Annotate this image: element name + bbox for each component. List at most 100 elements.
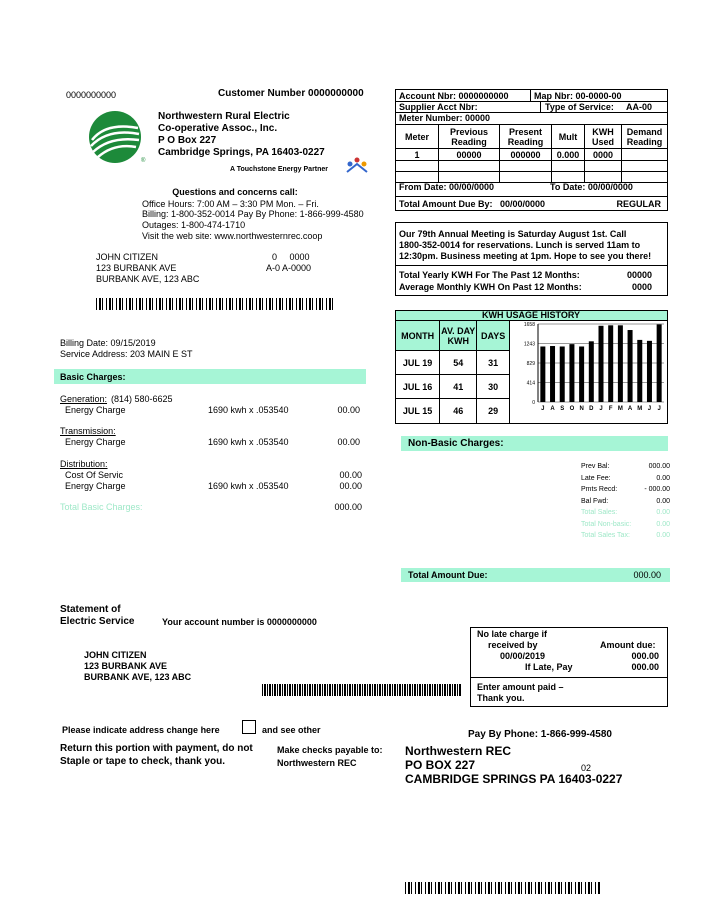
lines: 12:30pm. Business meeting at 1pm. Hope t… <box>399 251 652 261</box>
lines: Visit the web site: www.northwesternrec.… <box>142 231 323 241</box>
meter-table: Meter Previous Reading Present Reading Mult… <box>395 124 668 183</box>
phone: (814) 580-6625 <box>111 394 173 404</box>
map-nbr: Map Nbr: 00-0000-00 <box>534 91 622 101</box>
svg-text:®: ® <box>141 157 146 164</box>
th: AV. DAY KWH <box>439 320 478 351</box>
service-address: Service Address: 203 MAIN E ST <box>60 349 193 359</box>
td: 000000 <box>499 148 552 161</box>
tagline: A Touchstone Energy Partner <box>230 166 329 173</box>
address: 123 BURBANK AVE <box>96 263 177 273</box>
amount: 000.00 <box>633 570 661 580</box>
x-tick-label: M <box>637 406 642 412</box>
label: Generation: <box>60 394 108 404</box>
remit-code: 02 <box>581 763 592 773</box>
return: Return this portion with payment, do not <box>60 743 253 754</box>
return: Staple or tape to check, thank you. <box>60 756 226 767</box>
total: 000.00 <box>334 502 362 512</box>
barcode <box>405 882 601 894</box>
calc: 1690 kwh x .053540 <box>208 481 289 491</box>
label: Total Non-basic: <box>581 520 632 528</box>
meter-number: Meter Number: 00000 <box>399 113 491 123</box>
td: 31 <box>476 350 510 375</box>
x-tick-label: J <box>648 406 651 412</box>
y-tick-label: 0 <box>532 400 535 406</box>
x-tick-label: D <box>589 406 594 412</box>
address-change: Please indicate address change here <box>62 725 220 735</box>
address: 123 BURBANK AVE <box>84 661 168 671</box>
yearly-label: Total Yearly KWH For The Past 12 Months: <box>399 270 580 280</box>
no-late: No late charge if <box>477 629 548 639</box>
x-tick-label: A <box>550 406 555 412</box>
bar <box>569 344 575 402</box>
amount: 000.00 <box>648 463 670 470</box>
td: 1 <box>395 148 439 161</box>
amount: 00.00 <box>339 470 362 480</box>
logo: ® <box>89 111 146 164</box>
x-tick-label: O <box>570 406 575 412</box>
statement: Statement of <box>60 604 121 615</box>
to-date: To Date: 00/00/0000 <box>550 182 633 192</box>
td: 54 <box>439 350 478 375</box>
amount: 00.00 <box>337 437 360 447</box>
lines: P O Box 227 <box>158 135 217 146</box>
yearly: 00000 <box>626 270 652 280</box>
label: Distribution: <box>60 459 108 469</box>
y-tick-label: 1243 <box>524 342 535 348</box>
touchstone-icon <box>346 157 368 173</box>
lines: Office Hours: 7:00 AM – 3:30 PM Mon. – F… <box>142 199 319 209</box>
lines: Outages: 1-800-474-1710 <box>142 220 246 230</box>
lines: Northwestern Rural Electric <box>158 111 290 122</box>
section-bar <box>54 369 366 384</box>
label: Total Sales Tax: <box>581 532 630 539</box>
label: Pmts Recd: <box>581 486 618 493</box>
x-tick-label: J <box>657 406 660 412</box>
bar <box>646 340 652 402</box>
td: 00000 <box>438 148 500 161</box>
td <box>621 148 668 161</box>
barcode <box>262 684 462 696</box>
bar <box>588 341 594 402</box>
section-bar <box>401 568 670 582</box>
label: Total Sales: <box>581 509 618 516</box>
enter: Thank you. <box>477 693 525 703</box>
pay-by-phone: Pay By Phone: 1-866-999-4580 <box>468 729 612 740</box>
td: 0000 <box>584 148 622 161</box>
amount: 0.00 <box>656 532 670 539</box>
monthly: 0000 <box>631 282 652 292</box>
account-nbr: Account Nbr: 0000000000 <box>399 91 509 101</box>
th: KWH Used <box>584 124 622 149</box>
date: Billing Date: 09/15/2019 <box>60 338 156 348</box>
divider <box>395 265 668 266</box>
heading: Questions and concerns call: <box>172 187 298 197</box>
y-tick-label: 414 <box>527 381 536 387</box>
lines: Billing: 1-800-352-0014 Pay By Phone: 1-… <box>142 209 364 219</box>
title: KWH USAGE HISTORY <box>481 310 581 320</box>
message-box <box>395 222 668 296</box>
th: Mult <box>551 124 585 149</box>
bar <box>540 346 546 402</box>
statement: Electric Service <box>60 616 135 627</box>
address: BURBANK AVE, 123 ABC <box>96 274 200 284</box>
calc: 1690 kwh x .053540 <box>208 437 289 447</box>
th: Demand Reading <box>621 124 668 149</box>
name: Energy Charge <box>65 481 126 491</box>
total-label: Total Basic Charges: <box>60 502 143 512</box>
label: Prev Bal: <box>581 463 610 470</box>
label: Bal Fwd: <box>581 497 609 505</box>
amount: - 000.00 <box>644 486 670 493</box>
lines: 1800-352-0014 for reservations. Lunch is… <box>399 240 641 250</box>
label: Late Fee: <box>581 474 611 482</box>
from-date: From Date: 00/00/0000 <box>399 182 495 192</box>
bar <box>559 346 565 402</box>
bar <box>656 324 662 402</box>
amount-due: 000.00 <box>631 651 659 661</box>
divider <box>540 101 541 112</box>
checkbox[interactable] <box>242 720 256 734</box>
divider <box>395 101 668 102</box>
y-tick-label: 829 <box>527 361 536 367</box>
payable: Make checks payable to: <box>277 745 383 755</box>
usage-title-bar <box>396 311 667 321</box>
